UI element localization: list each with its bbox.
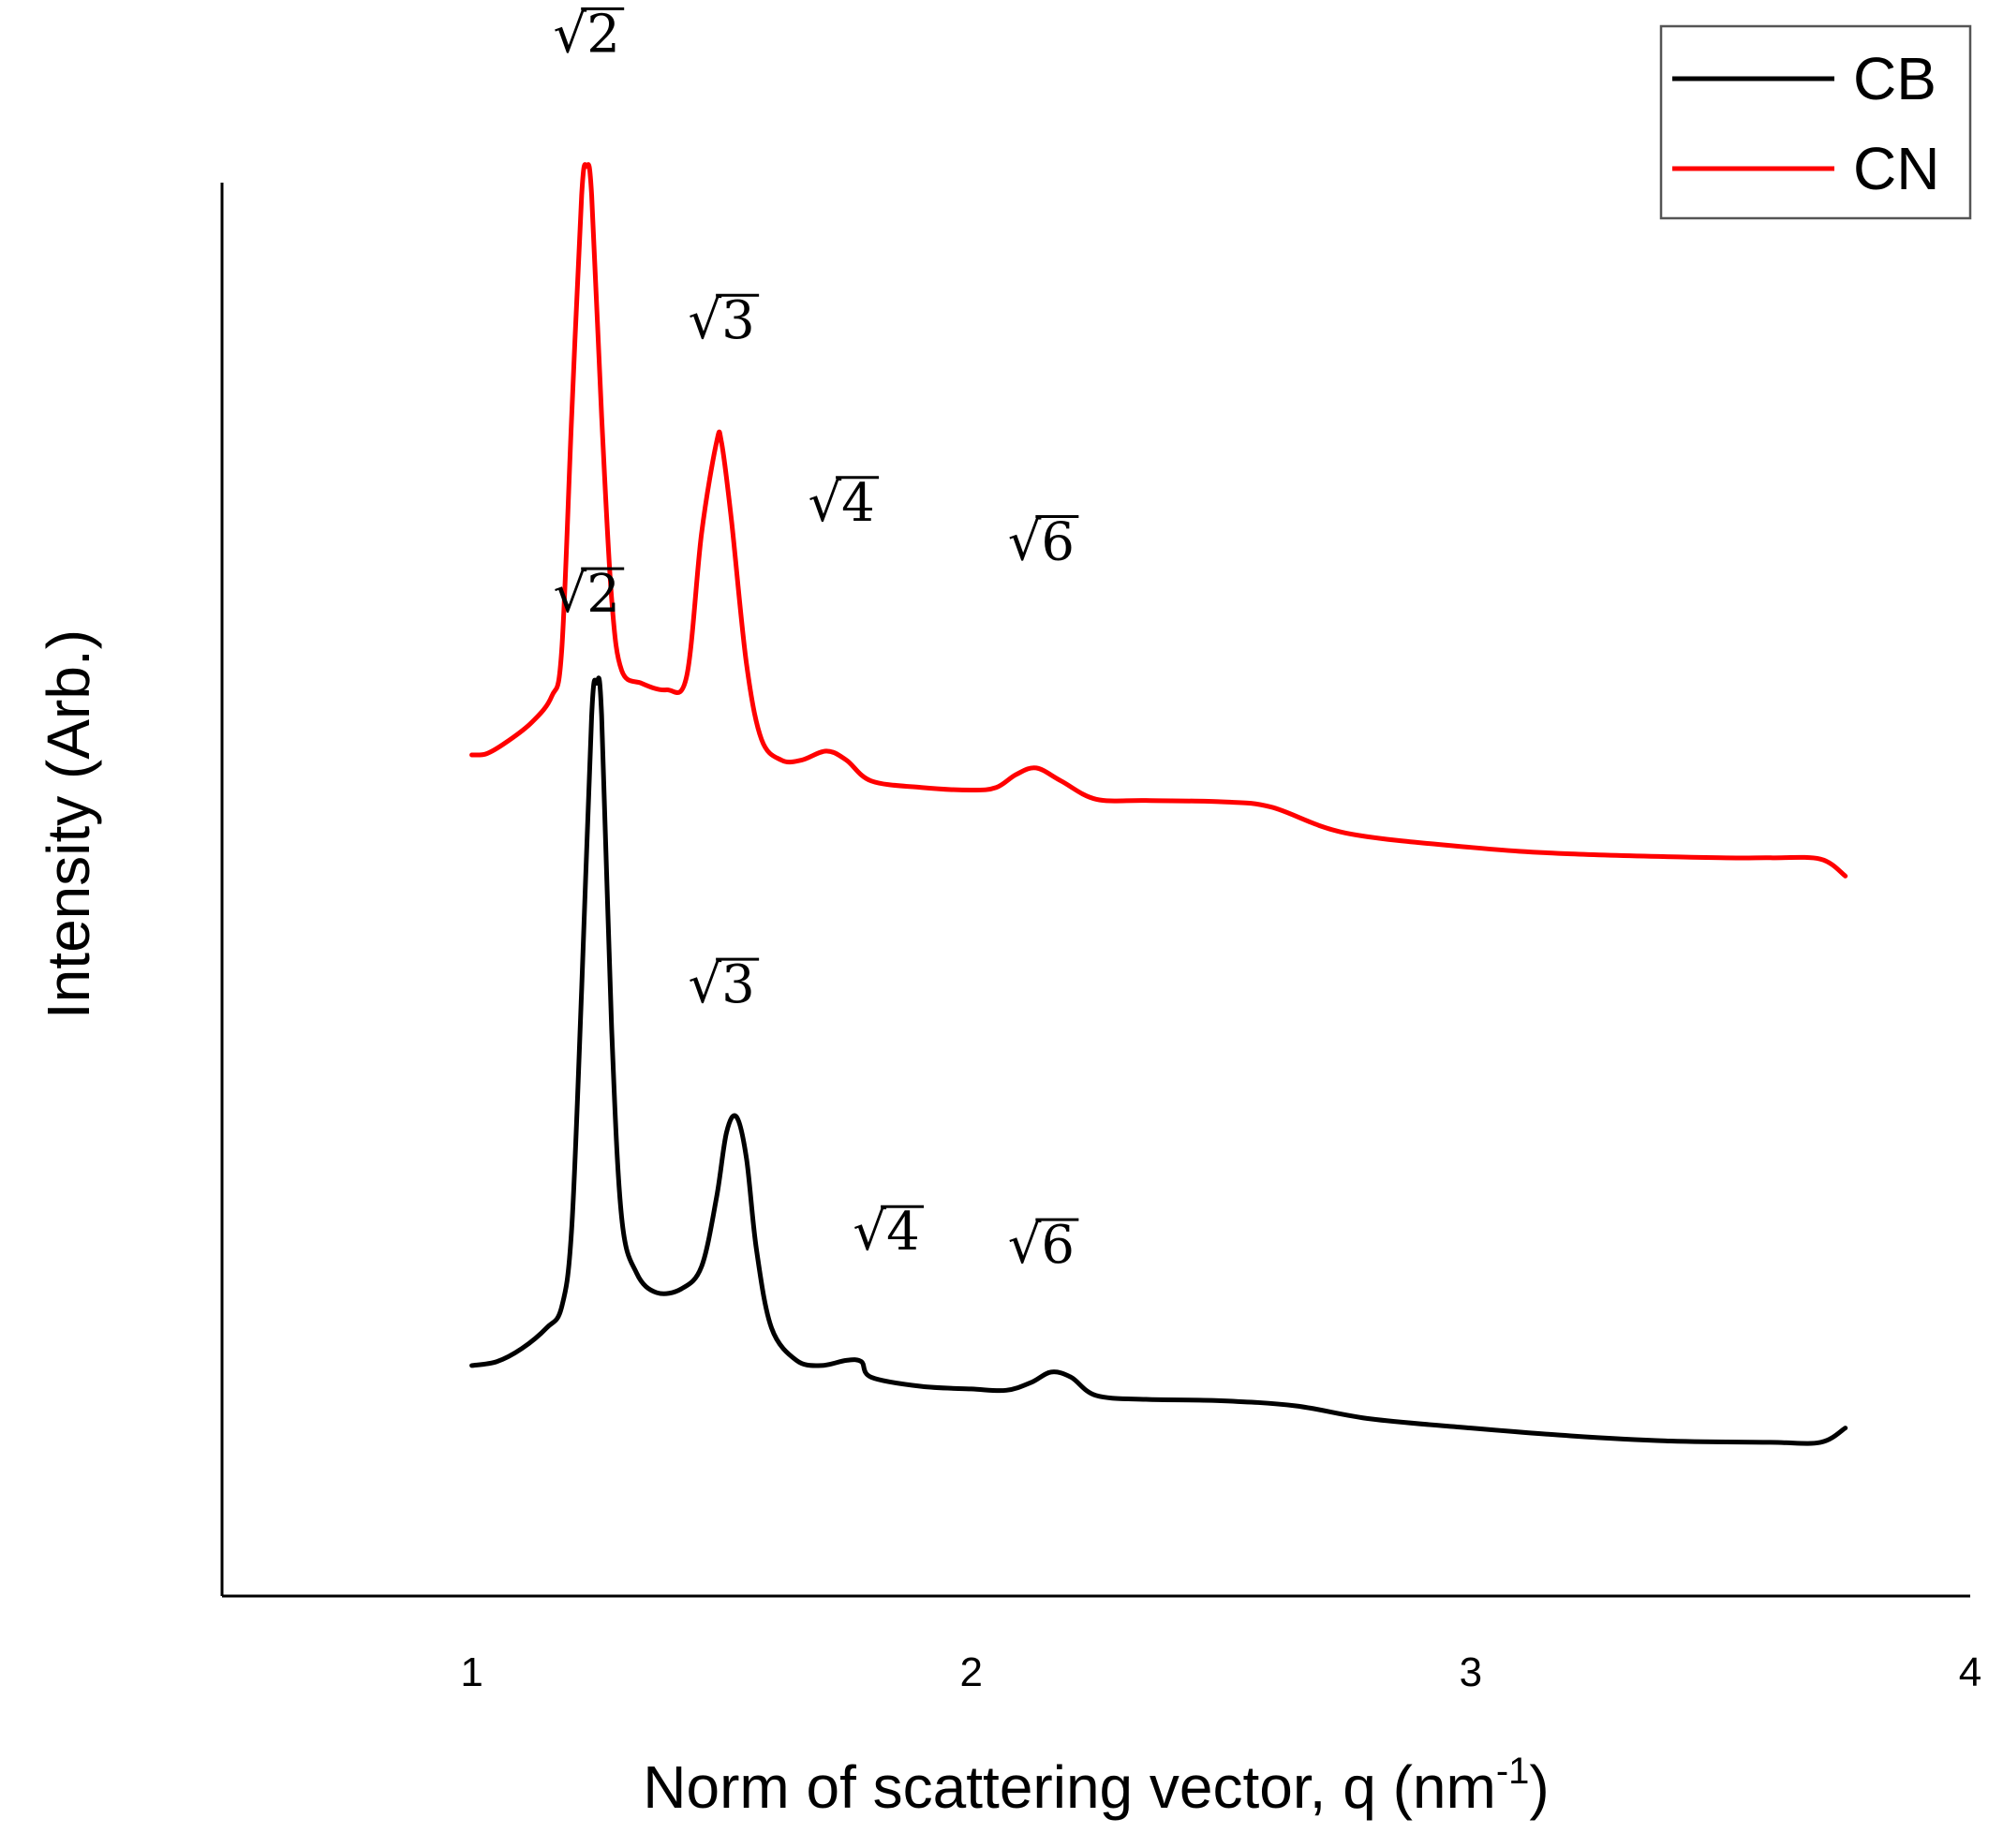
peak-label-cn-4: √6 xyxy=(1008,512,1079,573)
peak-label-cn-1: √2 xyxy=(554,4,625,65)
peak-label-text: √6 xyxy=(1008,1215,1075,1276)
x-axis-label-text: Norm of scattering vector, q (nm xyxy=(643,1753,1496,1821)
x-axis-label-close: ) xyxy=(1529,1753,1549,1821)
peak-label-cb-2: √3 xyxy=(688,954,760,1015)
series-line-cn xyxy=(469,162,1848,879)
peak-label-cb-4: √6 xyxy=(1008,1215,1079,1276)
peak-label-cn-2: √3 xyxy=(688,290,760,351)
peak-label-text: √6 xyxy=(1008,512,1075,573)
peak-label-text: √2 xyxy=(554,564,620,625)
peak-label-text: √2 xyxy=(554,4,620,65)
peak-label-cb-3: √4 xyxy=(853,1202,925,1263)
x-tick-label-2: 2 xyxy=(959,1649,982,1695)
legend-label-cn: CN xyxy=(1853,135,1939,202)
y-axis-label: Intensity (Arb.) xyxy=(35,629,102,1019)
x-tick-label-1: 1 xyxy=(460,1649,482,1695)
axes xyxy=(220,183,1970,1598)
peak-label-text: √4 xyxy=(808,473,874,534)
peak-label-cn-3: √4 xyxy=(808,473,880,534)
legend-label-cb: CB xyxy=(1853,45,1936,112)
x-tick-labels: 1 2 3 4 xyxy=(460,1649,1981,1695)
peak-label-text: √4 xyxy=(853,1202,919,1263)
annotation-layer: √2 √3 √4 √6 √2 √3 √4 √6 xyxy=(554,4,1079,1276)
series-line-cb xyxy=(469,675,1848,1446)
legend: CB CN xyxy=(1659,24,1972,220)
peak-label-text: √3 xyxy=(688,290,754,351)
peak-label-text: √3 xyxy=(688,954,754,1015)
x-axis-label: Norm of scattering vector, q (nm-1) xyxy=(643,1751,1549,1821)
x-tick-label-4: 4 xyxy=(1959,1649,1981,1695)
legend-box xyxy=(1659,24,1972,220)
series-layer xyxy=(469,162,1848,1446)
peak-label-cb-1: √2 xyxy=(554,564,625,625)
x-tick-label-3: 3 xyxy=(1460,1649,1482,1695)
x-axis-label-superscript: -1 xyxy=(1496,1751,1530,1792)
